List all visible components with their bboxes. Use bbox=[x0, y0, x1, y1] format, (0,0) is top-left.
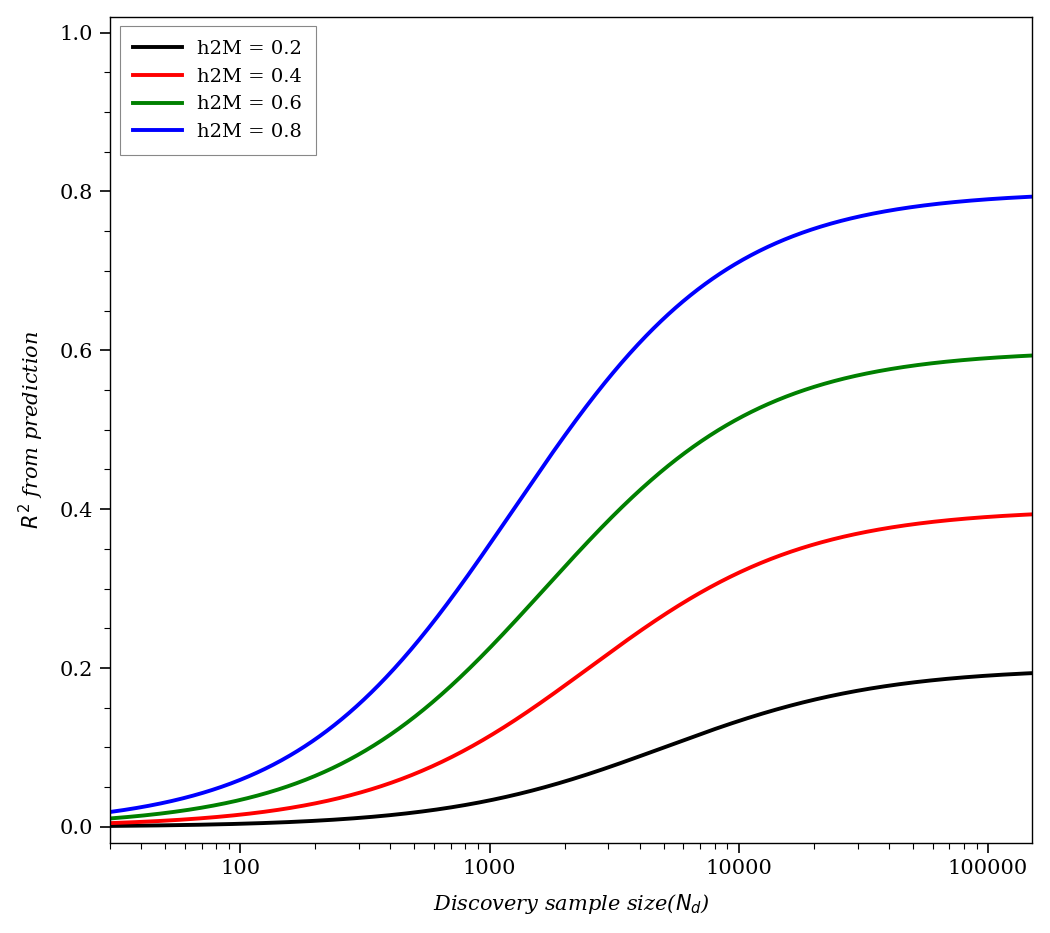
Line: h2M = 0.6: h2M = 0.6 bbox=[110, 355, 1032, 818]
h2M = 0.8 bbox=[104, 806, 117, 817]
h2M = 0.6 bbox=[197, 801, 210, 813]
h2M = 0.2 bbox=[822, 690, 835, 702]
h2M = 0.2 bbox=[197, 819, 210, 830]
h2M = 0.4 bbox=[737, 565, 750, 577]
h2M = 0.8 bbox=[839, 215, 852, 226]
h2M = 0.2 bbox=[1026, 667, 1038, 678]
Line: h2M = 0.2: h2M = 0.2 bbox=[110, 673, 1032, 826]
h2M = 0.4 bbox=[477, 734, 489, 745]
h2M = 0.8 bbox=[1026, 191, 1038, 202]
h2M = 0.4 bbox=[1026, 508, 1038, 520]
h2M = 0.6 bbox=[737, 411, 750, 422]
h2M = 0.6 bbox=[509, 615, 522, 626]
h2M = 0.6 bbox=[839, 372, 852, 383]
Line: h2M = 0.4: h2M = 0.4 bbox=[110, 514, 1032, 823]
h2M = 0.2 bbox=[104, 820, 117, 831]
X-axis label: Discovery sample size($N_d$): Discovery sample size($N_d$) bbox=[433, 892, 710, 916]
h2M = 0.8 bbox=[477, 549, 489, 560]
h2M = 0.8 bbox=[509, 500, 522, 511]
h2M = 0.8 bbox=[737, 254, 750, 265]
h2M = 0.6 bbox=[104, 813, 117, 824]
Y-axis label: $R^2$ from prediction: $R^2$ from prediction bbox=[17, 330, 46, 529]
h2M = 0.6 bbox=[822, 377, 835, 388]
h2M = 0.8 bbox=[197, 787, 210, 798]
h2M = 0.2 bbox=[477, 796, 489, 807]
h2M = 0.4 bbox=[839, 531, 852, 542]
h2M = 0.6 bbox=[1026, 350, 1038, 361]
h2M = 0.4 bbox=[197, 813, 210, 824]
h2M = 0.6 bbox=[477, 649, 489, 661]
h2M = 0.2 bbox=[509, 789, 522, 801]
h2M = 0.4 bbox=[509, 714, 522, 725]
Line: h2M = 0.8: h2M = 0.8 bbox=[110, 197, 1032, 812]
h2M = 0.4 bbox=[822, 535, 835, 546]
h2M = 0.2 bbox=[737, 714, 750, 725]
Legend: h2M = 0.2, h2M = 0.4, h2M = 0.6, h2M = 0.8: h2M = 0.2, h2M = 0.4, h2M = 0.6, h2M = 0… bbox=[120, 26, 316, 155]
h2M = 0.8 bbox=[822, 218, 835, 230]
h2M = 0.2 bbox=[839, 688, 852, 699]
h2M = 0.4 bbox=[104, 817, 117, 829]
